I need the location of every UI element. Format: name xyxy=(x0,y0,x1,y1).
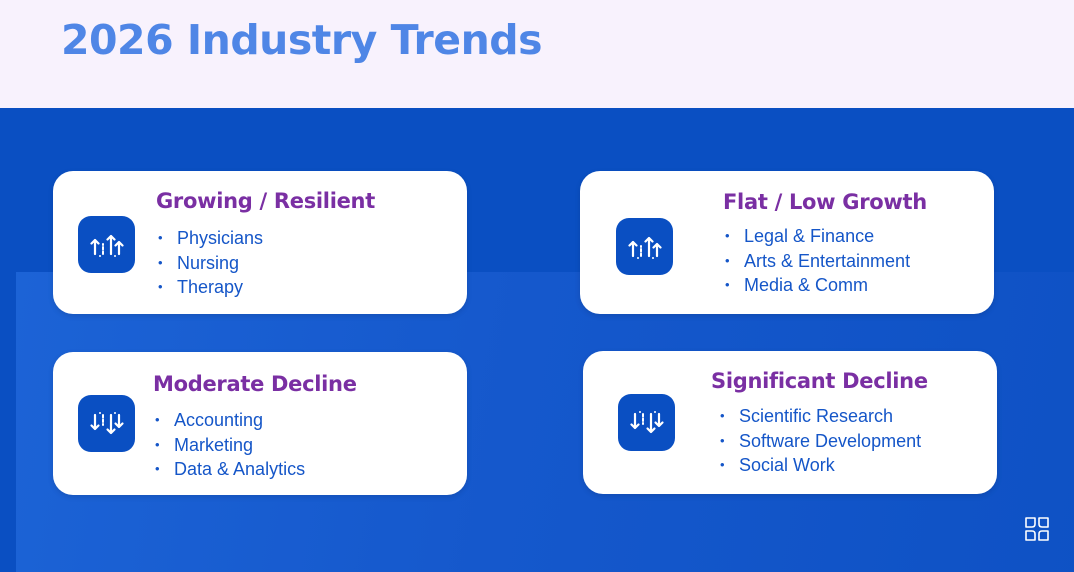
trend-down-icon xyxy=(78,395,135,452)
trend-up-icon xyxy=(78,216,135,273)
card-title: Growing / Resilient xyxy=(156,189,375,213)
card-growing-resilient: Growing / Resilient Physicians Nursing T… xyxy=(53,171,467,314)
list-item: Social Work xyxy=(718,453,921,478)
list-item: Nursing xyxy=(156,251,263,276)
card-list: Physicians Nursing Therapy xyxy=(156,226,263,300)
card-title: Moderate Decline xyxy=(153,372,357,396)
card-moderate-decline: Moderate Decline Accounting Marketing Da… xyxy=(53,352,467,495)
card-list: Accounting Marketing Data & Analytics xyxy=(153,408,305,482)
card-title: Flat / Low Growth xyxy=(723,190,927,214)
card-significant-decline: Significant Decline Scientific Research … xyxy=(583,351,997,494)
card-list: Scientific Research Software Development… xyxy=(718,404,921,478)
trend-up-icon xyxy=(616,218,673,275)
list-item: Therapy xyxy=(156,275,263,300)
card-flat-low-growth: Flat / Low Growth Legal & Finance Arts &… xyxy=(580,171,994,314)
card-title: Significant Decline xyxy=(711,369,928,393)
list-item: Data & Analytics xyxy=(153,457,305,482)
brand-logo-icon xyxy=(1024,516,1050,542)
list-item: Physicians xyxy=(156,226,263,251)
list-item: Media & Comm xyxy=(723,273,910,298)
list-item: Legal & Finance xyxy=(723,224,910,249)
list-item: Scientific Research xyxy=(718,404,921,429)
page-title: 2026 Industry Trends xyxy=(61,16,543,64)
list-item: Arts & Entertainment xyxy=(723,249,910,274)
list-item: Marketing xyxy=(153,433,305,458)
trend-down-icon xyxy=(618,394,675,451)
header-bar: 2026 Industry Trends xyxy=(0,0,1074,108)
list-item: Software Development xyxy=(718,429,921,454)
list-item: Accounting xyxy=(153,408,305,433)
card-list: Legal & Finance Arts & Entertainment Med… xyxy=(723,224,910,298)
